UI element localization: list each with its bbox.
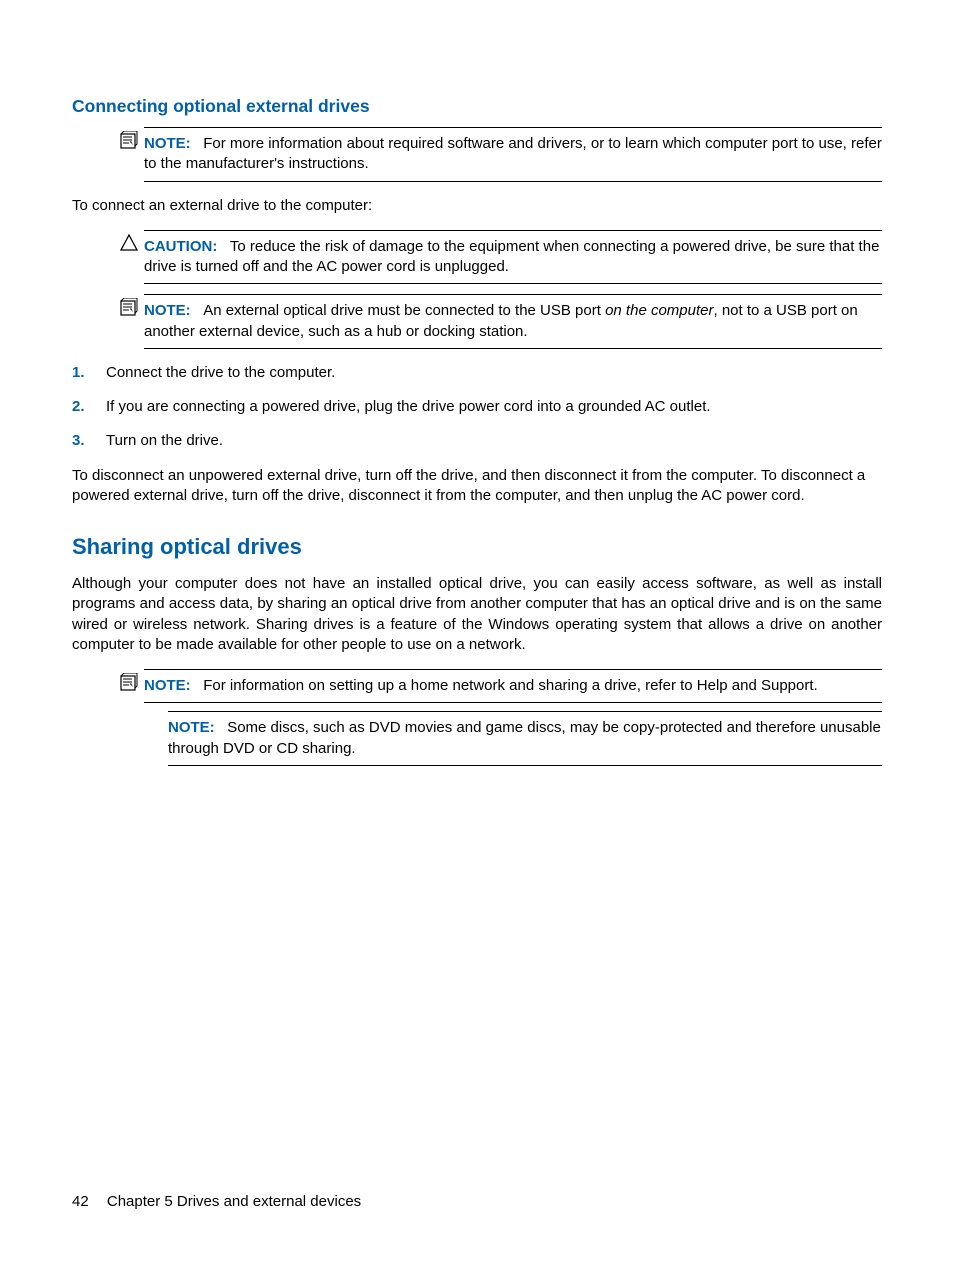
step-number: 2. xyxy=(72,397,106,417)
sharing-paragraph: Although your computer does not have an … xyxy=(72,574,882,655)
note-callout: NOTE: For information on setting up a ho… xyxy=(120,669,882,703)
note-text-before: An external optical drive must be connec… xyxy=(203,302,605,319)
note-label: NOTE: xyxy=(144,677,191,694)
note-text: Some discs, such as DVD movies and game … xyxy=(168,719,881,756)
step-text: Turn on the drive. xyxy=(106,431,223,451)
caution-label: CAUTION: xyxy=(144,238,217,255)
step-item: 2. If you are connecting a powered drive… xyxy=(72,397,882,417)
caution-body: CAUTION: To reduce the risk of damage to… xyxy=(144,230,882,285)
step-item: 1. Connect the drive to the computer. xyxy=(72,363,882,383)
outro-paragraph: To disconnect an unpowered external driv… xyxy=(72,466,882,507)
note-body: NOTE: Some discs, such as DVD movies and… xyxy=(168,711,882,766)
caution-text: To reduce the risk of damage to the equi… xyxy=(144,238,879,275)
note-callout-noicon: NOTE: Some discs, such as DVD movies and… xyxy=(120,711,882,766)
note-text: For information on setting up a home net… xyxy=(203,677,818,694)
note-label: NOTE: xyxy=(144,135,191,152)
page-content: Connecting optional external drives NOTE… xyxy=(0,0,954,766)
step-text: Connect the drive to the computer. xyxy=(106,363,335,383)
step-number: 1. xyxy=(72,363,106,383)
caution-icon xyxy=(120,234,138,257)
note-body: NOTE: For more information about require… xyxy=(144,127,882,182)
page-number: 42 xyxy=(72,1193,89,1210)
heading-sharing-optical-drives: Sharing optical drives xyxy=(72,534,882,560)
step-number: 3. xyxy=(72,431,106,451)
note-body: NOTE: For information on setting up a ho… xyxy=(144,669,882,703)
page-footer: 42 Chapter 5 Drives and external devices xyxy=(72,1193,361,1210)
heading-connecting-external-drives: Connecting optional external drives xyxy=(72,96,882,117)
step-item: 3. Turn on the drive. xyxy=(72,431,882,451)
note-label: NOTE: xyxy=(144,302,191,319)
note-body: NOTE: An external optical drive must be … xyxy=(144,294,882,349)
chapter-title: Chapter 5 Drives and external devices xyxy=(107,1193,361,1210)
caution-callout: CAUTION: To reduce the risk of damage to… xyxy=(120,230,882,285)
note-text: For more information about required soft… xyxy=(144,135,882,172)
intro-paragraph: To connect an external drive to the comp… xyxy=(72,196,882,216)
step-text: If you are connecting a powered drive, p… xyxy=(106,397,711,417)
note-icon xyxy=(120,298,138,321)
note-callout: NOTE: An external optical drive must be … xyxy=(120,294,882,349)
steps-list: 1. Connect the drive to the computer. 2.… xyxy=(72,363,882,452)
note-label: NOTE: xyxy=(168,719,215,736)
note-icon xyxy=(120,673,138,696)
note-text-italic: on the computer xyxy=(605,302,713,319)
note-callout: NOTE: For more information about require… xyxy=(120,127,882,182)
note-icon xyxy=(120,131,138,154)
